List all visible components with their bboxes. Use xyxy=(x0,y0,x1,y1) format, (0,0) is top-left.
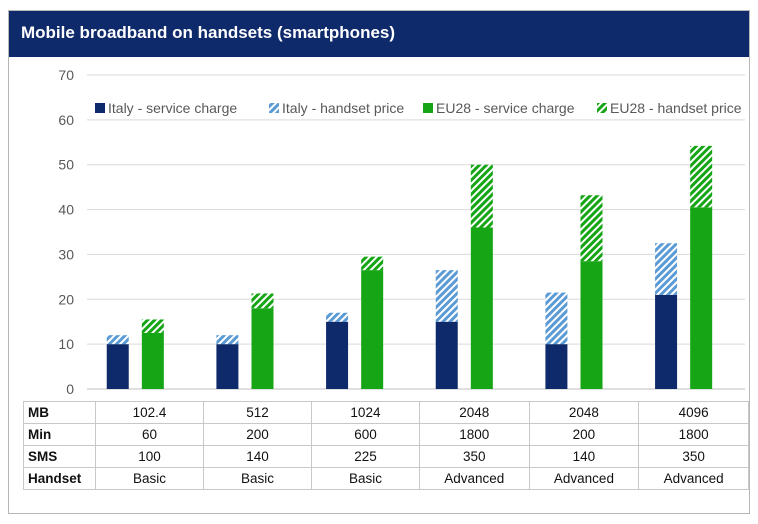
y-axis-ticks: 0 10 20 30 40 50 60 70 xyxy=(58,67,74,397)
bar-italy-service-charge-5 xyxy=(545,344,568,389)
y-tick-label: 70 xyxy=(58,67,74,83)
bar-italy-handset-price-2 xyxy=(216,335,239,345)
table-cell: Advanced xyxy=(528,467,640,490)
table-cell: 350 xyxy=(418,445,530,468)
table-row-label: MB xyxy=(22,401,97,424)
bar-eu28-handset-price-5 xyxy=(580,195,603,262)
bar-italy-service-charge-1 xyxy=(106,344,129,389)
legend-label: Italy - service charge xyxy=(108,100,237,116)
table-cell: Basic xyxy=(95,467,205,490)
table-cell: 1024 xyxy=(310,401,420,424)
legend: Italy - service charge Italy - handset pr… xyxy=(95,100,742,116)
table-cell: Basic xyxy=(310,467,420,490)
y-tick-label: 0 xyxy=(66,381,74,397)
table-cell: 512 xyxy=(203,401,312,424)
bar-eu28-service-charge-1 xyxy=(141,332,164,389)
table-cell: 140 xyxy=(203,445,312,468)
table-row-label: Min xyxy=(22,423,97,446)
bar-italy-handset-price-5 xyxy=(545,292,568,345)
bar-eu28-handset-price-3 xyxy=(361,256,384,271)
table-cell: 200 xyxy=(528,423,640,446)
chart-frame: Mobile broadband on handsets (smartphone… xyxy=(8,10,750,514)
bar-italy-service-charge-6 xyxy=(655,294,678,389)
legend-label: EU28 - service charge xyxy=(436,100,575,116)
bars xyxy=(106,145,713,389)
y-tick-label: 40 xyxy=(58,202,74,218)
table-row-label: SMS xyxy=(22,445,97,468)
table-cell: 2048 xyxy=(418,401,530,424)
table-cell: 350 xyxy=(638,445,749,468)
gridlines xyxy=(87,74,745,390)
table-cell: Basic xyxy=(203,467,312,490)
table-row: Min 60 200 600 1800 200 1800 xyxy=(22,423,749,446)
bar-italy-handset-price-1 xyxy=(106,335,129,345)
legend-swatch xyxy=(95,103,105,113)
title-bar: Mobile broadband on handsets (smartphone… xyxy=(9,11,749,57)
legend-label: EU28 - handset price xyxy=(610,100,742,116)
table-cell: 60 xyxy=(95,423,205,446)
y-tick-label: 10 xyxy=(58,336,74,352)
table-cell: 225 xyxy=(310,445,420,468)
bar-eu28-service-charge-6 xyxy=(690,207,713,389)
table-cell: 600 xyxy=(310,423,420,446)
y-tick-label: 20 xyxy=(58,291,74,307)
table-cell: 102.4 xyxy=(95,401,205,424)
table-cell: 2048 xyxy=(528,401,640,424)
y-tick-label: 60 xyxy=(58,112,74,128)
y-tick-label: 30 xyxy=(58,246,74,262)
table-cell: 1800 xyxy=(638,423,749,446)
bar-eu28-service-charge-4 xyxy=(470,227,493,389)
table-cell: 1800 xyxy=(418,423,530,446)
bar-eu28-service-charge-3 xyxy=(361,270,384,389)
legend-swatch xyxy=(597,103,607,113)
y-tick-label: 50 xyxy=(58,157,74,173)
bar-italy-handset-price-4 xyxy=(435,270,458,322)
legend-swatch xyxy=(269,103,279,113)
table-row: Handset Basic Basic Basic Advanced Advanced Ad… xyxy=(22,467,749,490)
data-table: MB 102.4 512 1024 2048 2048 4096 Min 60 200 600 180… xyxy=(22,401,749,490)
legend-label: Italy - handset price xyxy=(282,100,404,116)
bar-italy-handset-price-6 xyxy=(655,243,678,295)
chart-title: Mobile broadband on handsets (smartphone… xyxy=(21,23,396,42)
legend-swatch xyxy=(423,103,433,113)
bar-eu28-handset-price-2 xyxy=(251,293,274,309)
table-cell: Advanced xyxy=(638,467,749,490)
bar-eu28-service-charge-2 xyxy=(251,308,274,389)
bar-italy-service-charge-2 xyxy=(216,344,239,389)
bar-italy-service-charge-3 xyxy=(326,321,349,389)
table-row: MB 102.4 512 1024 2048 2048 4096 xyxy=(22,401,749,424)
bar-italy-handset-price-3 xyxy=(326,312,349,322)
table-cell: 4096 xyxy=(638,401,749,424)
table-cell: 140 xyxy=(528,445,640,468)
table-row: SMS 100 140 225 350 140 350 xyxy=(22,445,749,468)
table-row-label: Handset xyxy=(22,467,97,490)
bar-eu28-service-charge-5 xyxy=(580,261,603,389)
table-cell: 200 xyxy=(203,423,312,446)
table-cell: Advanced xyxy=(418,467,530,490)
bar-eu28-handset-price-6 xyxy=(690,145,713,208)
bar-eu28-handset-price-1 xyxy=(141,319,164,333)
table-cell: 100 xyxy=(95,445,205,468)
bar-eu28-handset-price-4 xyxy=(470,164,493,228)
bar-italy-service-charge-4 xyxy=(435,321,458,389)
